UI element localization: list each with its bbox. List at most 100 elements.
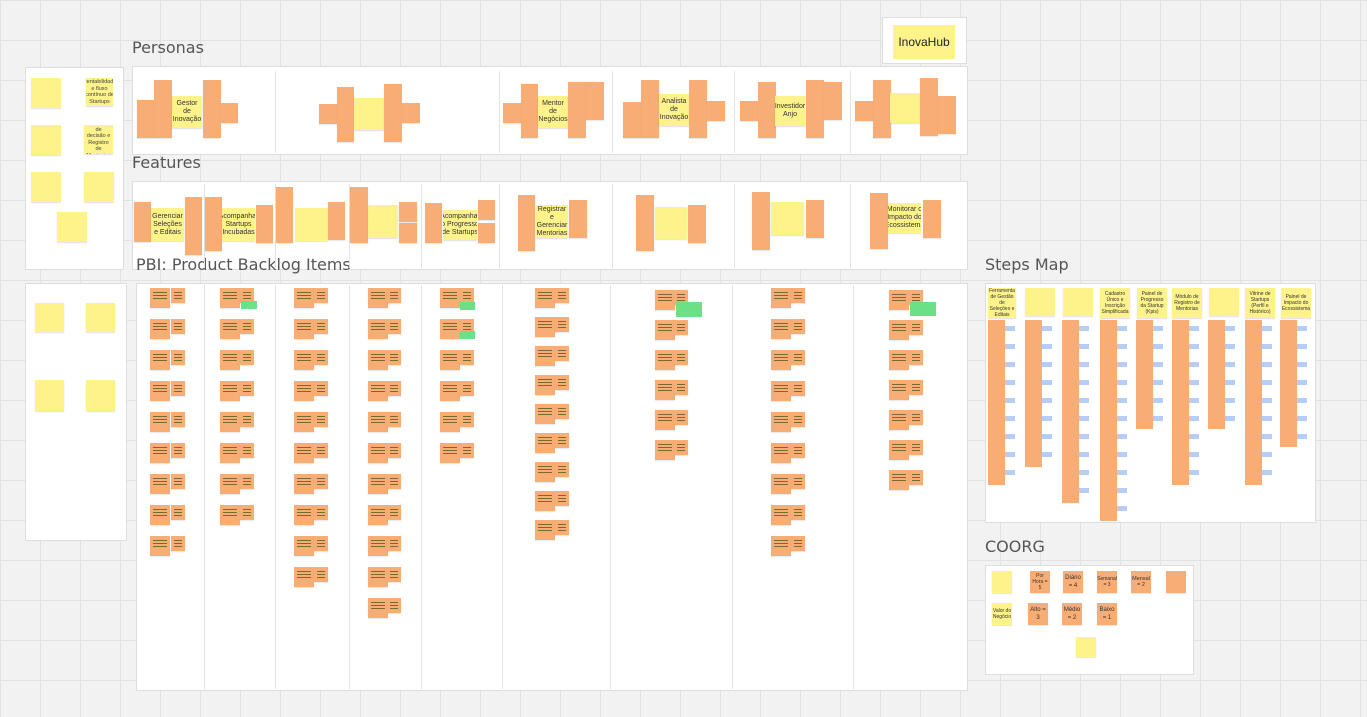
coorg-note-semanal[interactable]: Semanal = 3 xyxy=(1097,571,1117,593)
steps-task-marker[interactable] xyxy=(1297,362,1307,367)
pbi-item-tag[interactable] xyxy=(555,491,569,506)
steps-task-column[interactable] xyxy=(1100,320,1117,521)
feature-note[interactable] xyxy=(771,202,804,235)
persona-trait-note[interactable] xyxy=(689,80,707,138)
pbi-item-tag[interactable] xyxy=(240,319,254,334)
steps-header-note[interactable]: Painel de Progresso da Startup (Kpis) xyxy=(1137,288,1167,318)
pbi-item-tag[interactable] xyxy=(460,350,474,365)
pbi-item-tag[interactable] xyxy=(314,505,328,520)
pbi-status-flag[interactable] xyxy=(460,331,475,339)
pbi-item-tag[interactable] xyxy=(460,443,474,458)
pbi-item-note[interactable] xyxy=(294,350,314,370)
persona-trait-note[interactable] xyxy=(154,80,172,138)
feature-side-note[interactable] xyxy=(752,192,770,250)
steps-task-marker[interactable] xyxy=(1262,416,1272,421)
left-note-11[interactable] xyxy=(86,380,115,411)
pbi-item-tag[interactable] xyxy=(314,536,328,551)
coorg-note-diario[interactable]: Diário = 4 xyxy=(1063,571,1083,593)
left-note-9[interactable] xyxy=(86,303,115,332)
pbi-item-note[interactable] xyxy=(655,350,675,370)
steps-task-marker[interactable] xyxy=(1189,380,1199,385)
pbi-item-note[interactable] xyxy=(150,381,170,401)
steps-task-marker[interactable] xyxy=(1153,380,1163,385)
persona-trait-note[interactable] xyxy=(319,104,337,124)
pbi-item-tag[interactable] xyxy=(240,381,254,396)
pbi-item-tag[interactable] xyxy=(387,505,401,520)
feature-side-note[interactable] xyxy=(425,223,442,243)
pbi-item-tag[interactable] xyxy=(791,381,805,396)
persona-trait-note[interactable] xyxy=(758,82,776,138)
steps-task-marker[interactable] xyxy=(1042,452,1052,457)
persona-trait-note[interactable] xyxy=(855,101,873,121)
pbi-item-note[interactable] xyxy=(368,381,388,401)
coorg-note[interactable] xyxy=(992,571,1012,593)
steps-task-marker[interactable] xyxy=(1297,398,1307,403)
steps-task-marker[interactable] xyxy=(1117,362,1127,367)
steps-task-marker[interactable] xyxy=(1189,344,1199,349)
steps-task-marker[interactable] xyxy=(1079,434,1089,439)
pbi-item-note[interactable] xyxy=(368,598,388,618)
steps-header-note[interactable]: Vitrine de Startups (Perfil e Histórico) xyxy=(1245,288,1275,318)
pbi-item-note[interactable] xyxy=(150,536,170,556)
steps-task-marker[interactable] xyxy=(1153,326,1163,331)
feature-side-note[interactable] xyxy=(806,200,824,238)
pbi-item-note[interactable] xyxy=(294,505,314,525)
persona-trait-note[interactable] xyxy=(586,82,604,120)
pbi-item-tag[interactable] xyxy=(171,536,185,551)
pbi-item-note[interactable] xyxy=(889,350,909,370)
pbi-item-note[interactable] xyxy=(771,412,791,432)
pbi-item-note[interactable] xyxy=(150,288,170,308)
steps-task-marker[interactable] xyxy=(1262,398,1272,403)
steps-task-marker[interactable] xyxy=(1297,416,1307,421)
inovahub-logo-sticky[interactable]: InovaHub xyxy=(893,25,955,59)
steps-task-column[interactable] xyxy=(988,320,1005,485)
steps-task-column[interactable] xyxy=(1208,320,1225,429)
coorg-note[interactable] xyxy=(1076,637,1096,657)
feature-note[interactable] xyxy=(655,207,687,239)
steps-header-note[interactable]: Ferramenta de Gestão de Seleções e Edita… xyxy=(988,288,1016,318)
steps-task-marker[interactable] xyxy=(1042,434,1052,439)
persona-trait-note[interactable] xyxy=(503,103,521,123)
pbi-item-note[interactable] xyxy=(294,474,314,494)
persona-note-mentor[interactable]: Mentor de Negócios xyxy=(538,96,568,128)
pbi-item-note[interactable] xyxy=(220,381,240,401)
coorg-note-medio[interactable]: Médio = 2 xyxy=(1062,603,1082,625)
pbi-item-tag[interactable] xyxy=(555,433,569,448)
steps-task-column[interactable] xyxy=(1245,320,1262,485)
steps-task-marker[interactable] xyxy=(1153,362,1163,367)
steps-task-marker[interactable] xyxy=(1262,362,1272,367)
pbi-item-tag[interactable] xyxy=(674,380,688,395)
steps-task-marker[interactable] xyxy=(1042,344,1052,349)
feature-side-note[interactable] xyxy=(688,205,706,243)
pbi-item-note[interactable] xyxy=(771,536,791,556)
steps-task-marker[interactable] xyxy=(1189,362,1199,367)
pbi-item-tag[interactable] xyxy=(674,290,688,305)
steps-task-marker[interactable] xyxy=(1117,434,1127,439)
persona-note-investidor[interactable]: Investidor Anjo xyxy=(775,96,805,126)
pbi-item-tag[interactable] xyxy=(555,404,569,419)
steps-header-note[interactable] xyxy=(1209,288,1239,316)
pbi-item-note[interactable] xyxy=(440,443,460,463)
steps-task-marker[interactable] xyxy=(1079,344,1089,349)
steps-task-marker[interactable] xyxy=(1117,506,1127,511)
pbi-item-tag[interactable] xyxy=(240,288,254,303)
pbi-item-note[interactable] xyxy=(294,412,314,432)
pbi-item-note[interactable] xyxy=(535,491,555,511)
steps-task-column[interactable] xyxy=(1062,320,1079,503)
feature-side-note[interactable] xyxy=(205,197,222,251)
pbi-item-note[interactable] xyxy=(368,412,388,432)
pbi-item-note[interactable] xyxy=(368,350,388,370)
steps-task-marker[interactable] xyxy=(1005,380,1015,385)
pbi-item-tag[interactable] xyxy=(240,474,254,489)
pbi-item-tag[interactable] xyxy=(909,470,923,485)
steps-task-marker[interactable] xyxy=(1262,380,1272,385)
pbi-item-note[interactable] xyxy=(889,440,909,460)
pbi-item-tag[interactable] xyxy=(460,319,474,334)
pbi-item-tag[interactable] xyxy=(171,443,185,458)
steps-task-marker[interactable] xyxy=(1005,344,1015,349)
pbi-item-tag[interactable] xyxy=(555,520,569,535)
pbi-item-note[interactable] xyxy=(368,474,388,494)
pbi-item-note[interactable] xyxy=(535,288,555,308)
pbi-item-note[interactable] xyxy=(889,380,909,400)
pbi-item-note[interactable] xyxy=(150,443,170,463)
